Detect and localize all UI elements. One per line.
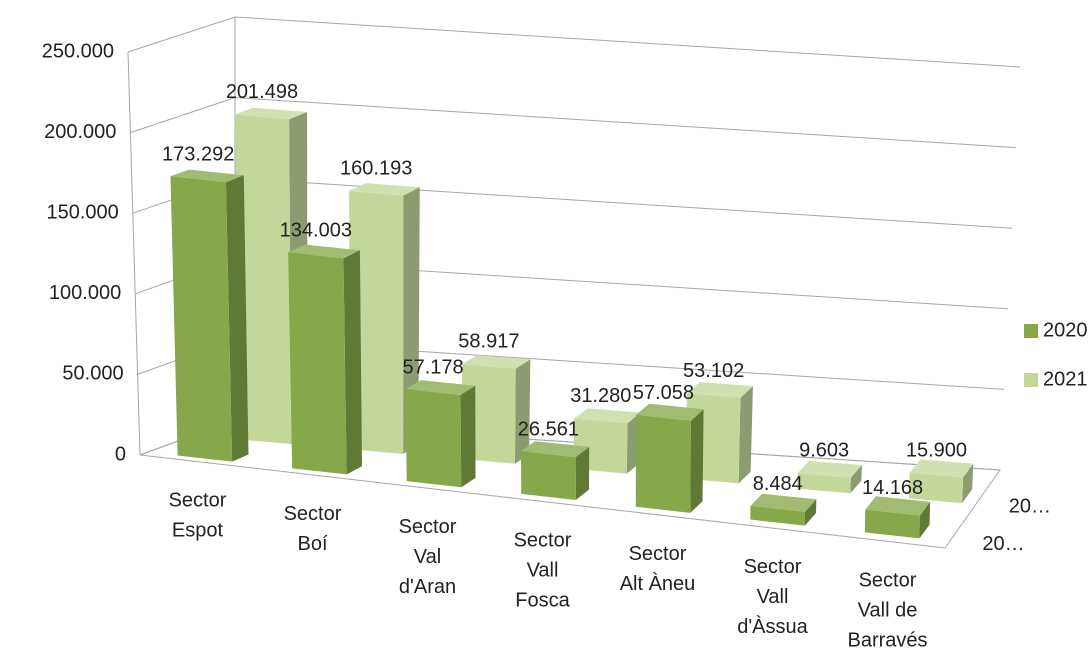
value-label: 134.003 <box>280 220 352 242</box>
value-label: 160.193 <box>340 158 412 180</box>
bar-side <box>804 499 817 526</box>
x-tick-label-line: Espot <box>172 520 224 542</box>
bar <box>750 493 817 526</box>
depth-label: 20… <box>982 533 1024 555</box>
x-tick-label: Sector Val d'Aran <box>399 516 457 598</box>
bar-top <box>865 496 931 516</box>
axis-line <box>127 51 141 456</box>
value-label: 57.058 <box>633 382 694 404</box>
x-tick-label-line: Sector <box>399 516 457 538</box>
bar-front <box>797 473 851 494</box>
bar <box>521 441 590 501</box>
bar-top <box>288 244 360 259</box>
legend-label: 2021 <box>1043 368 1088 390</box>
x-tick-label: Sector Espot <box>169 490 227 542</box>
x-tick-label: Sector Vall d'Àssua <box>737 556 808 638</box>
x-tick-label-line: Sector <box>859 570 917 592</box>
y-tick-label: 150.000 <box>47 201 119 223</box>
bar-front <box>750 505 806 526</box>
legend-swatch <box>1024 373 1038 387</box>
x-tick-label-line: Sector <box>514 530 572 552</box>
x-tick-label-line: Barravés <box>847 630 927 652</box>
value-label: 26.561 <box>518 418 579 440</box>
bar-top <box>797 460 862 478</box>
bar-side <box>850 464 862 494</box>
x-tick-label-line: Vall <box>527 560 559 582</box>
bar-top <box>234 107 308 120</box>
value-label: 14.168 <box>862 477 923 499</box>
value-label: 57.178 <box>402 356 463 378</box>
y-tick-label: 0 <box>115 443 126 465</box>
bar <box>635 403 704 513</box>
x-tick-label-line: Sector <box>284 503 342 525</box>
bar <box>908 459 974 504</box>
value-label: 53.102 <box>683 360 744 382</box>
value-label: 31.280 <box>570 385 631 407</box>
bar <box>170 169 249 462</box>
bar-front <box>170 176 233 462</box>
bar-side <box>514 359 531 464</box>
x-tick-label-line: Sector <box>169 490 227 512</box>
x-tick-label-line: d'Aran <box>399 576 456 598</box>
x-tick-label: Sector Boí <box>284 503 342 555</box>
x-tick-label-line: Boí <box>297 533 327 555</box>
x-tick-label: Sector Alt Àneu <box>620 543 696 595</box>
bar-front <box>234 114 292 445</box>
x-tick-label: Sector Vall de Barravés <box>847 570 927 652</box>
y-tick-label: 200.000 <box>44 121 116 143</box>
bar-side <box>690 409 704 513</box>
bar-top <box>574 408 641 424</box>
bar-top <box>636 403 704 421</box>
bar-front <box>864 509 920 539</box>
bar <box>864 496 931 539</box>
x-tick-label: Sector Vall Fosca <box>514 530 572 612</box>
bar-side <box>962 463 974 504</box>
bar-side <box>738 386 753 484</box>
bar-top <box>521 441 590 458</box>
y-tick-label: 50.000 <box>62 363 123 385</box>
y-tick-label: 100.000 <box>49 282 121 304</box>
legend-label: 2020 <box>1043 319 1088 341</box>
bar-top <box>750 493 817 512</box>
bar-front <box>521 451 576 501</box>
bar-top <box>349 183 420 196</box>
x-tick-label-line: Fosca <box>515 590 570 612</box>
bar-side <box>343 250 362 475</box>
value-label: 15.900 <box>906 439 967 461</box>
x-tick-label-line: Vall de <box>858 600 918 622</box>
bar-front <box>635 414 691 513</box>
legend-swatch <box>1024 324 1038 338</box>
bar-top <box>909 459 974 478</box>
value-label: 8.484 <box>753 473 803 495</box>
x-tick-label-line: Sector <box>744 556 802 578</box>
bar-top <box>686 381 753 398</box>
bar-side <box>919 501 931 539</box>
x-tick-label-line: Vall <box>757 586 789 608</box>
bar-side <box>460 385 476 488</box>
value-label: 173.292 <box>162 144 234 166</box>
bar <box>405 380 476 488</box>
x-tick-label-line: d'Àssua <box>737 615 808 638</box>
x-tick-label-line: Sector <box>629 543 687 565</box>
x-tick-label-line: Val <box>414 546 441 568</box>
bar-front <box>405 388 462 488</box>
bar-front <box>349 190 404 454</box>
bar <box>797 460 862 494</box>
bar-top <box>170 169 244 183</box>
bar <box>288 244 362 475</box>
value-label: 9.603 <box>799 440 849 462</box>
bar-top <box>405 380 476 396</box>
bar-side <box>225 175 249 462</box>
bar-front <box>908 472 964 504</box>
bar-front <box>288 252 347 475</box>
bar-side <box>575 446 590 501</box>
value-label: 58.917 <box>458 331 519 353</box>
value-label: 201.498 <box>226 81 298 103</box>
depth-label: 20… <box>1009 496 1051 518</box>
y-tick-label: 250.000 <box>42 40 114 62</box>
x-tick-label-line: Alt Àneu <box>620 572 696 595</box>
bar-top <box>462 355 531 369</box>
grid-line <box>127 16 1021 68</box>
